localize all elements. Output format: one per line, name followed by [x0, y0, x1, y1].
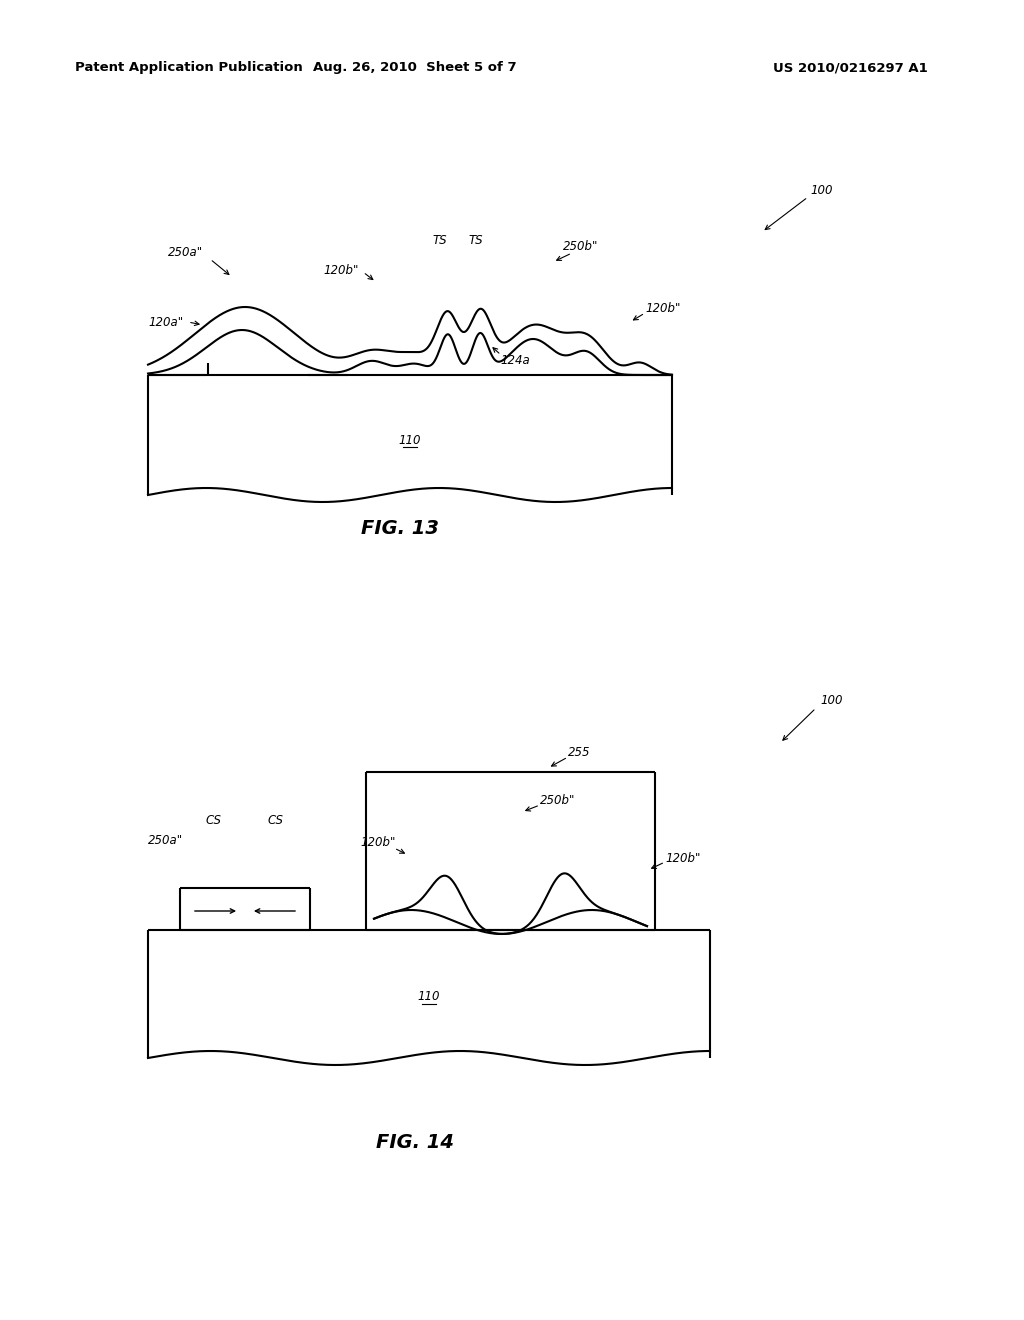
- Text: 250b": 250b": [540, 793, 575, 807]
- Text: 120b": 120b": [360, 837, 395, 850]
- Text: 120b": 120b": [323, 264, 358, 276]
- Text: 250a": 250a": [148, 833, 183, 846]
- Text: 110: 110: [418, 990, 440, 1003]
- Text: FIG. 14: FIG. 14: [376, 1134, 454, 1152]
- Text: 250a": 250a": [168, 246, 203, 259]
- Text: 250b": 250b": [563, 240, 598, 253]
- Text: 120b": 120b": [665, 851, 700, 865]
- Text: Patent Application Publication: Patent Application Publication: [75, 62, 303, 74]
- Text: 110: 110: [398, 433, 421, 446]
- Text: CS: CS: [267, 813, 283, 826]
- Text: 100: 100: [810, 183, 833, 197]
- Text: US 2010/0216297 A1: US 2010/0216297 A1: [773, 62, 928, 74]
- Text: Aug. 26, 2010  Sheet 5 of 7: Aug. 26, 2010 Sheet 5 of 7: [313, 62, 517, 74]
- Text: 124a: 124a: [500, 354, 529, 367]
- Text: FIG. 13: FIG. 13: [361, 519, 439, 537]
- Text: CS: CS: [206, 813, 222, 826]
- Text: TS: TS: [469, 234, 483, 247]
- Text: 255: 255: [568, 746, 591, 759]
- Text: 120a": 120a": [148, 315, 183, 329]
- Text: 100: 100: [820, 693, 843, 706]
- Text: 120b": 120b": [645, 301, 680, 314]
- Text: TS: TS: [433, 234, 447, 247]
